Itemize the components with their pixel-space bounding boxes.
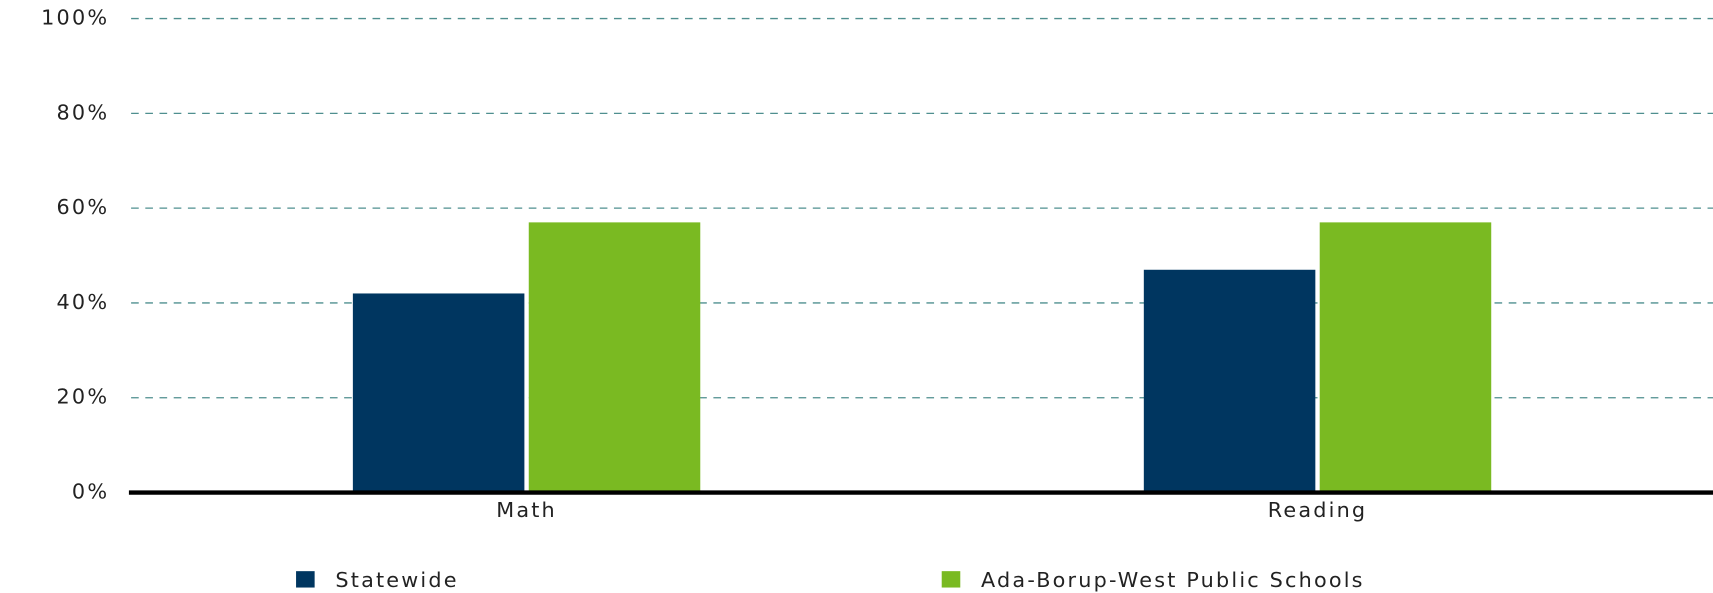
bar	[1319, 222, 1492, 493]
legend-label: Statewide	[335, 568, 458, 592]
y-tick-label: 100%	[41, 6, 109, 30]
y-tick-label: 40%	[57, 290, 110, 314]
legend-label: Ada-Borup-West Public Schools	[981, 568, 1365, 592]
y-tick-label: 0%	[72, 480, 109, 504]
x-tick-label: Reading	[1268, 498, 1368, 522]
y-tick-label: 80%	[57, 100, 110, 124]
legend-swatch	[296, 571, 315, 588]
bar	[1143, 269, 1316, 493]
y-tick-label: 20%	[57, 385, 110, 409]
bar	[352, 293, 525, 493]
x-tick-label: Math	[496, 498, 557, 522]
y-tick-label: 60%	[57, 195, 110, 219]
bar	[528, 222, 701, 493]
legend-swatch	[941, 571, 961, 588]
